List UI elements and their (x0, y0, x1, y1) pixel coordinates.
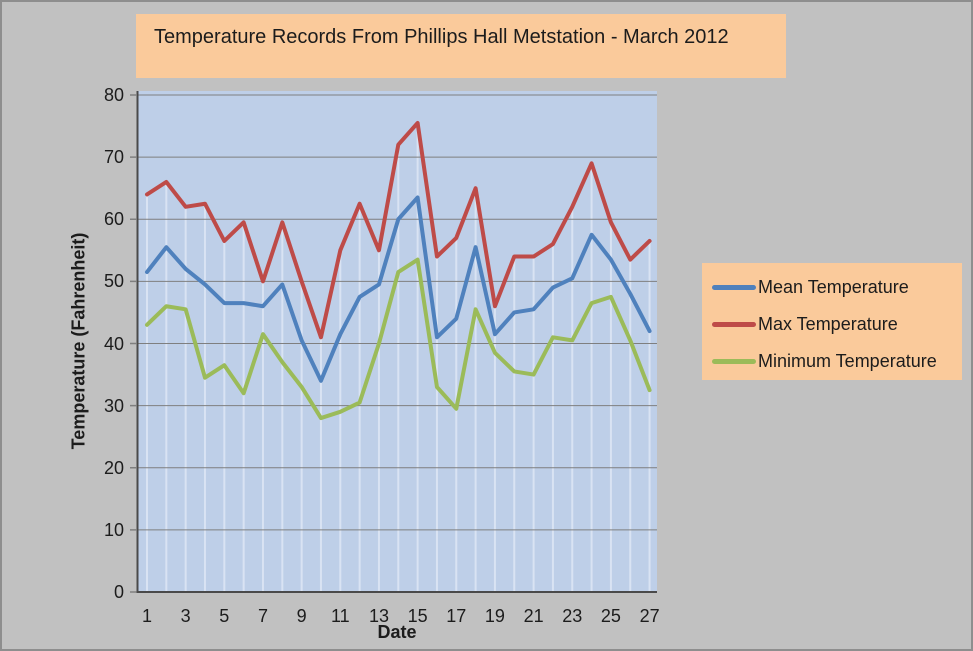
legend-line-swatch (712, 322, 756, 327)
y-tick-label: 10 (103, 519, 124, 540)
legend: Mean Temperature Max Temperature Minimum T… (702, 263, 962, 380)
x-tick-label: 19 (484, 606, 505, 626)
legend-item: Minimum Temperature (702, 343, 962, 380)
x-axis-title: Date (377, 622, 417, 642)
x-tick-label: 7 (257, 606, 268, 626)
chart-title: Temperature Records From Phillips Hall M… (154, 26, 729, 48)
x-tick-label: 11 (330, 606, 350, 626)
x-tick-label: 13 (368, 606, 389, 626)
y-tick-label: 80 (103, 85, 124, 105)
series-line-minimum-temperature (145, 257, 652, 421)
x-tick-label: 23 (562, 606, 583, 626)
series-line-max-temperature (145, 120, 652, 340)
x-tick-label: 21 (523, 606, 544, 626)
y-tick-label: 40 (103, 333, 124, 354)
legend-label: Minimum Temperature (758, 351, 937, 371)
series-line-mean-temperature (145, 195, 652, 383)
y-tick-label: 20 (103, 457, 124, 478)
x-tick-label: 27 (639, 606, 660, 626)
x-tick-label: 1 (141, 606, 152, 626)
x-tick-label: 17 (446, 606, 467, 626)
x-tick-label: 3 (180, 606, 191, 626)
legend-label: Mean Temperature (758, 277, 909, 297)
legend-label: Max Temperature (758, 314, 898, 334)
plot-background (137, 91, 657, 592)
legend-line-swatch (712, 285, 756, 290)
x-tick-label: 5 (219, 606, 230, 626)
chart-title-box: Temperature Records From Phillips Hall M… (136, 14, 786, 78)
y-tick-label: 30 (103, 395, 124, 416)
y-tick-label: 70 (103, 147, 124, 168)
y-tick-label: 0 (113, 582, 124, 602)
y-tick-label: 50 (103, 271, 124, 292)
legend-item: Max Temperature (702, 306, 962, 343)
x-tick-label: 25 (600, 606, 621, 626)
legend-item: Mean Temperature (702, 269, 962, 306)
y-tick-label: 60 (103, 209, 124, 230)
x-tick-label: 15 (407, 606, 428, 626)
legend-line-swatch (712, 359, 756, 364)
x-tick-label: 9 (296, 606, 307, 626)
